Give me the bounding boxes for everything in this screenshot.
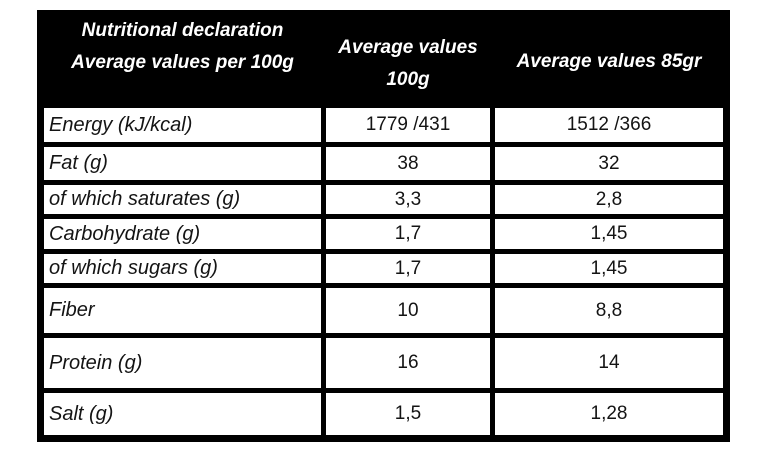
row-fiber-value-100g: 10: [326, 288, 490, 333]
row-label-fat: Fat (g): [44, 147, 321, 180]
row-label-sugars: of which sugars (g): [44, 254, 321, 283]
row-saturates-value-85g: 2,8: [495, 185, 723, 214]
row-label-energy: Energy (kJ/kcal): [44, 108, 321, 142]
nutrition-table: Nutritional declaration Average values p…: [37, 10, 730, 442]
row-carbohydrate-value-85g: 1,45: [495, 219, 723, 249]
row-fat-value-100g: 38: [326, 147, 490, 180]
row-energy-value-85g: 1512 /366: [495, 108, 723, 142]
header-100g-line2: 100g: [386, 69, 430, 90]
row-fat-value-85g: 32: [495, 147, 723, 180]
row-saturates-value-100g: 3,3: [326, 185, 490, 214]
row-salt-value-85g: 1,28: [495, 393, 723, 435]
row-sugars-value-100g: 1,7: [326, 254, 490, 283]
row-label-saturates: of which saturates (g): [44, 185, 321, 214]
row-label-protein: Protein (g): [44, 338, 321, 388]
header-declaration-column: Nutritional declaration Average values p…: [44, 17, 321, 103]
row-sugars-value-85g: 1,45: [495, 254, 723, 283]
header-declaration-line2: Average values per 100g: [71, 52, 294, 73]
row-energy-value-100g: 1779 /431: [326, 108, 490, 142]
row-label-carbohydrate: Carbohydrate (g): [44, 219, 321, 249]
row-fiber-value-85g: 8,8: [495, 288, 723, 333]
row-label-fiber: Fiber: [44, 288, 321, 333]
header-declaration-line1: Nutritional declaration: [81, 20, 284, 41]
header-85g-column: Average values 85gr: [495, 17, 723, 103]
row-protein-value-85g: 14: [495, 338, 723, 388]
row-label-salt: Salt (g): [44, 393, 321, 435]
row-protein-value-100g: 16: [326, 338, 490, 388]
row-carbohydrate-value-100g: 1,7: [326, 219, 490, 249]
header-100g-column: Average values 100g: [326, 17, 490, 103]
row-salt-value-100g: 1,5: [326, 393, 490, 435]
header-85g-label: Average values 85gr: [516, 51, 702, 72]
header-100g-line1: Average values: [338, 37, 478, 58]
